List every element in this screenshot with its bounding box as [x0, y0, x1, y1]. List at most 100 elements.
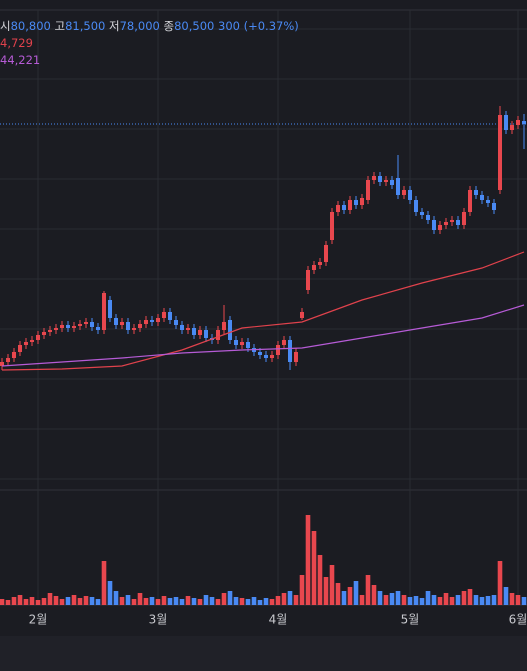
volume-bar: [389, 593, 395, 605]
candle-body: [30, 340, 34, 342]
candle-body: [504, 115, 508, 130]
candle-body: [330, 212, 334, 240]
volume-bar: [65, 597, 71, 605]
volume-bar: [191, 598, 197, 605]
candle-body: [378, 176, 382, 182]
candle-body: [18, 345, 22, 352]
grid: [0, 10, 527, 605]
candle-body: [0, 362, 4, 366]
volume-bar: [107, 581, 113, 605]
candle-body: [402, 190, 406, 195]
legend: 시80,800 고81,500 저78,000 종80,500 300 (+0.…: [0, 18, 299, 69]
volume-bar: [215, 599, 221, 605]
volume-bar: [377, 591, 383, 605]
candle-body: [312, 265, 316, 270]
volume-bar: [521, 597, 527, 605]
volume-bar: [137, 593, 143, 605]
volume-bar: [251, 597, 257, 605]
volume-bar: [353, 581, 359, 605]
volume-bar: [455, 595, 461, 605]
candle-body: [84, 322, 88, 324]
candle-body: [282, 340, 286, 345]
volume-bar: [449, 597, 455, 605]
candle-body: [288, 340, 292, 362]
volume-bar: [413, 596, 419, 605]
volume-bar: [203, 595, 209, 605]
candle-body: [126, 322, 130, 330]
candle-body: [384, 180, 388, 182]
volume-bar: [71, 595, 77, 605]
volume-bar: [359, 595, 365, 605]
candle-body: [498, 115, 502, 190]
volume-bar: [305, 515, 311, 605]
candle-body: [192, 328, 196, 335]
candle-body: [96, 327, 100, 330]
volume-bar: [113, 591, 119, 605]
candle-body: [324, 245, 328, 262]
candle-body: [336, 205, 340, 212]
volume-bar: [233, 597, 239, 605]
candle-body: [294, 352, 298, 362]
candle-body: [414, 200, 418, 212]
candle-body: [486, 200, 490, 203]
ma-line: [1, 251, 525, 371]
ohlc-value: 78,000: [119, 19, 160, 33]
candle-body: [522, 121, 526, 124]
volume-bar: [335, 583, 341, 605]
volume-bar: [125, 595, 131, 605]
marks: [0, 106, 527, 605]
candle-body: [342, 205, 346, 210]
volume-bar: [293, 595, 299, 605]
candle-body: [36, 335, 40, 340]
volume-bar: [491, 595, 497, 605]
ohlc-label: 고: [54, 19, 66, 33]
volume-bar: [479, 597, 485, 605]
x-tick-label: 6월: [509, 613, 527, 627]
volume-bar: [443, 593, 449, 605]
candle-body: [216, 330, 220, 340]
volume-bar: [497, 561, 503, 605]
volume-bar: [53, 596, 59, 605]
candle-body: [120, 322, 124, 325]
volume-bar: [407, 597, 413, 605]
x-tick-label: 3월: [149, 613, 168, 627]
volume-bar: [173, 597, 179, 605]
volume-bar: [281, 593, 287, 605]
volume-bar: [311, 531, 317, 605]
volume-bar: [197, 599, 203, 605]
volume-bar: [0, 599, 5, 605]
x-tick-label: 4월: [269, 613, 288, 627]
volume-bar: [77, 598, 83, 605]
change: 300 (+0.37%): [218, 19, 299, 33]
volume-bar: [221, 593, 227, 605]
volume-bar: [245, 599, 251, 605]
ohlc-value: 80,500: [174, 19, 215, 33]
candle-body: [264, 355, 268, 358]
ohlc-row: 시80,800 고81,500 저78,000 종80,500 300 (+0.…: [0, 18, 299, 35]
ma-row: 4,729: [0, 35, 299, 52]
candle-body: [276, 345, 280, 355]
candle-body: [300, 312, 304, 318]
candle-body: [240, 342, 244, 345]
candle-body: [426, 215, 430, 220]
candle-body: [228, 320, 232, 340]
candle-body: [468, 190, 472, 212]
ohlc-label: 시: [0, 19, 11, 33]
volume-bar: [323, 577, 329, 605]
volume-bar: [275, 596, 281, 605]
candle-body: [492, 203, 496, 210]
candle-body: [318, 262, 322, 265]
ma-rows: 4,729 44,221: [0, 35, 299, 69]
candle-body: [162, 312, 166, 318]
volume-bar: [23, 599, 29, 605]
candle-body: [204, 330, 208, 338]
volume-bar: [341, 591, 347, 605]
ohlc-label: 저: [109, 19, 120, 33]
ma-label: 4,729: [0, 36, 33, 50]
volume-bar: [59, 599, 65, 605]
volume-bar: [437, 597, 443, 605]
volume-bar: [257, 600, 263, 605]
volume-bar: [329, 565, 335, 605]
ma-line: [1, 304, 525, 367]
